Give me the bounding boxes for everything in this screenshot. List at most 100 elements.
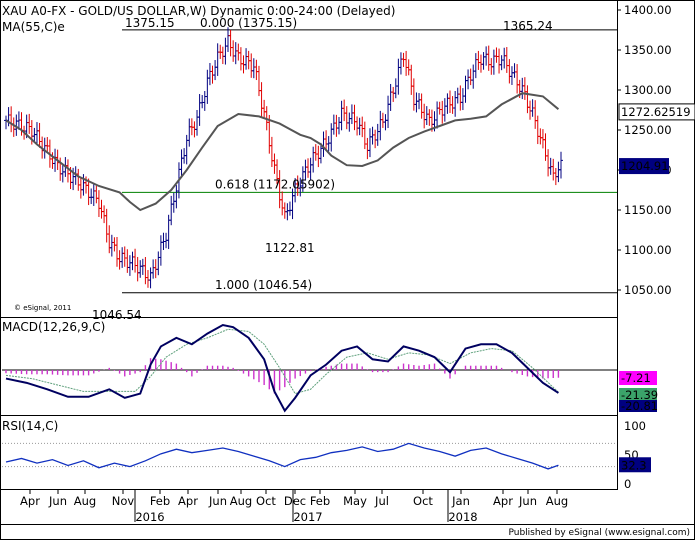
price-bar bbox=[442, 98, 447, 122]
price-bar bbox=[205, 69, 210, 104]
price-bar bbox=[145, 269, 150, 288]
price-bar bbox=[440, 100, 445, 124]
price-bar bbox=[344, 106, 349, 130]
price-bar bbox=[522, 77, 527, 100]
price-bar bbox=[246, 50, 251, 70]
low-1122-label: 1122.81 bbox=[265, 241, 315, 255]
peak-1365-label: 1365.24 bbox=[503, 19, 553, 33]
month-label: Aug bbox=[230, 494, 252, 508]
price-bar bbox=[373, 129, 378, 149]
year-label: 2018 bbox=[448, 510, 477, 524]
year-label: 2016 bbox=[135, 510, 164, 524]
price-bar bbox=[337, 116, 341, 135]
price-bar bbox=[331, 114, 336, 135]
price-bar bbox=[187, 118, 192, 147]
ma-legend: MA(55,C)e bbox=[2, 20, 65, 34]
month-label: Jul bbox=[374, 494, 389, 508]
price-bar bbox=[143, 257, 148, 285]
price-bar bbox=[473, 53, 478, 79]
price-bar bbox=[269, 136, 274, 168]
level-lines bbox=[122, 29, 617, 294]
price-bar bbox=[122, 246, 127, 267]
price-bar bbox=[262, 99, 267, 119]
month-label: Apr bbox=[178, 494, 198, 508]
price-bar bbox=[504, 47, 509, 73]
price-bar bbox=[34, 122, 39, 144]
month-label: Oct bbox=[256, 494, 276, 508]
low-1046-label: 1046.54 bbox=[92, 308, 142, 322]
price-annotations: 0.000 (1375.15) 0.618 (1172.05902) 1.000 (… bbox=[92, 16, 553, 322]
price-bar bbox=[133, 248, 138, 273]
price-bar bbox=[259, 82, 264, 118]
ma-value-text: 1272.62519 bbox=[621, 105, 691, 119]
price-bar bbox=[254, 59, 259, 81]
price-bar bbox=[220, 46, 225, 65]
price-bar bbox=[471, 64, 476, 89]
price-bar bbox=[89, 188, 94, 205]
price-bar bbox=[528, 100, 533, 120]
price-bar bbox=[231, 40, 236, 62]
price-bar bbox=[78, 176, 83, 199]
price-bar bbox=[380, 112, 385, 128]
price-tick-label: 1050.00 bbox=[624, 283, 672, 297]
price-bar bbox=[406, 59, 411, 76]
price-bar bbox=[236, 43, 241, 61]
price-tick-label: 1300.00 bbox=[624, 83, 672, 97]
month-label: Dec bbox=[284, 494, 306, 508]
price-bar bbox=[306, 158, 311, 178]
month-label: Jun bbox=[48, 494, 67, 508]
price-bar bbox=[202, 91, 207, 111]
price-bar bbox=[445, 93, 450, 114]
price-bar bbox=[138, 260, 143, 278]
price-tags: 1272.62519 1204.91 bbox=[618, 103, 695, 175]
price-bar bbox=[365, 137, 370, 160]
macd-title: MACD(12,26,9,C) bbox=[2, 320, 105, 334]
rsi-pane-frame bbox=[0, 415, 618, 490]
price-bar bbox=[153, 259, 158, 279]
price-bar bbox=[115, 236, 119, 267]
price-bar bbox=[45, 137, 50, 153]
month-label: Feb bbox=[150, 494, 170, 508]
price-bar bbox=[491, 49, 496, 75]
price-bar bbox=[409, 64, 414, 95]
macd-signal-tag-text: -21.39 bbox=[621, 388, 658, 402]
price-bar bbox=[285, 203, 290, 221]
chart-title: XAU A0-FX - GOLD/US DOLLAR,W) Dynamic 0:… bbox=[2, 4, 395, 18]
price-bar bbox=[156, 251, 161, 276]
month-label: Jun bbox=[208, 494, 227, 508]
price-bar bbox=[357, 117, 362, 136]
price-axis: 1400.001350.001300.001250.001200.001150.… bbox=[617, 3, 672, 297]
price-bar bbox=[535, 115, 540, 145]
month-label: Oct bbox=[413, 494, 433, 508]
price-bar bbox=[334, 114, 339, 137]
price-bar bbox=[494, 47, 499, 63]
price-bar bbox=[458, 85, 463, 111]
year-label: 2017 bbox=[293, 510, 322, 524]
price-bar bbox=[135, 256, 140, 282]
price-bar bbox=[355, 116, 360, 136]
rsi-line bbox=[5, 442, 559, 470]
price-bar bbox=[109, 234, 114, 257]
price-bar bbox=[515, 64, 520, 94]
price-bar bbox=[502, 47, 507, 69]
month-label: Jan bbox=[451, 494, 470, 508]
price-bar bbox=[466, 69, 471, 90]
price-bar bbox=[347, 112, 352, 132]
price-bar bbox=[419, 93, 424, 119]
level-1-label: 1.000 (1046.54) bbox=[215, 278, 312, 292]
price-bar bbox=[386, 95, 391, 129]
price-tick-label: 1350.00 bbox=[624, 43, 672, 57]
price-bar bbox=[525, 85, 530, 114]
price-bar bbox=[117, 250, 122, 270]
price-bar bbox=[251, 58, 256, 79]
macd-signal-line bbox=[5, 328, 559, 395]
price-bar bbox=[215, 43, 220, 76]
price-bar bbox=[76, 168, 81, 191]
price-bar bbox=[169, 195, 174, 226]
price-bar bbox=[551, 158, 556, 181]
price-bar bbox=[497, 48, 502, 74]
price-bar bbox=[533, 100, 538, 129]
price-value-tag bbox=[619, 158, 669, 175]
price-bar bbox=[223, 37, 228, 65]
